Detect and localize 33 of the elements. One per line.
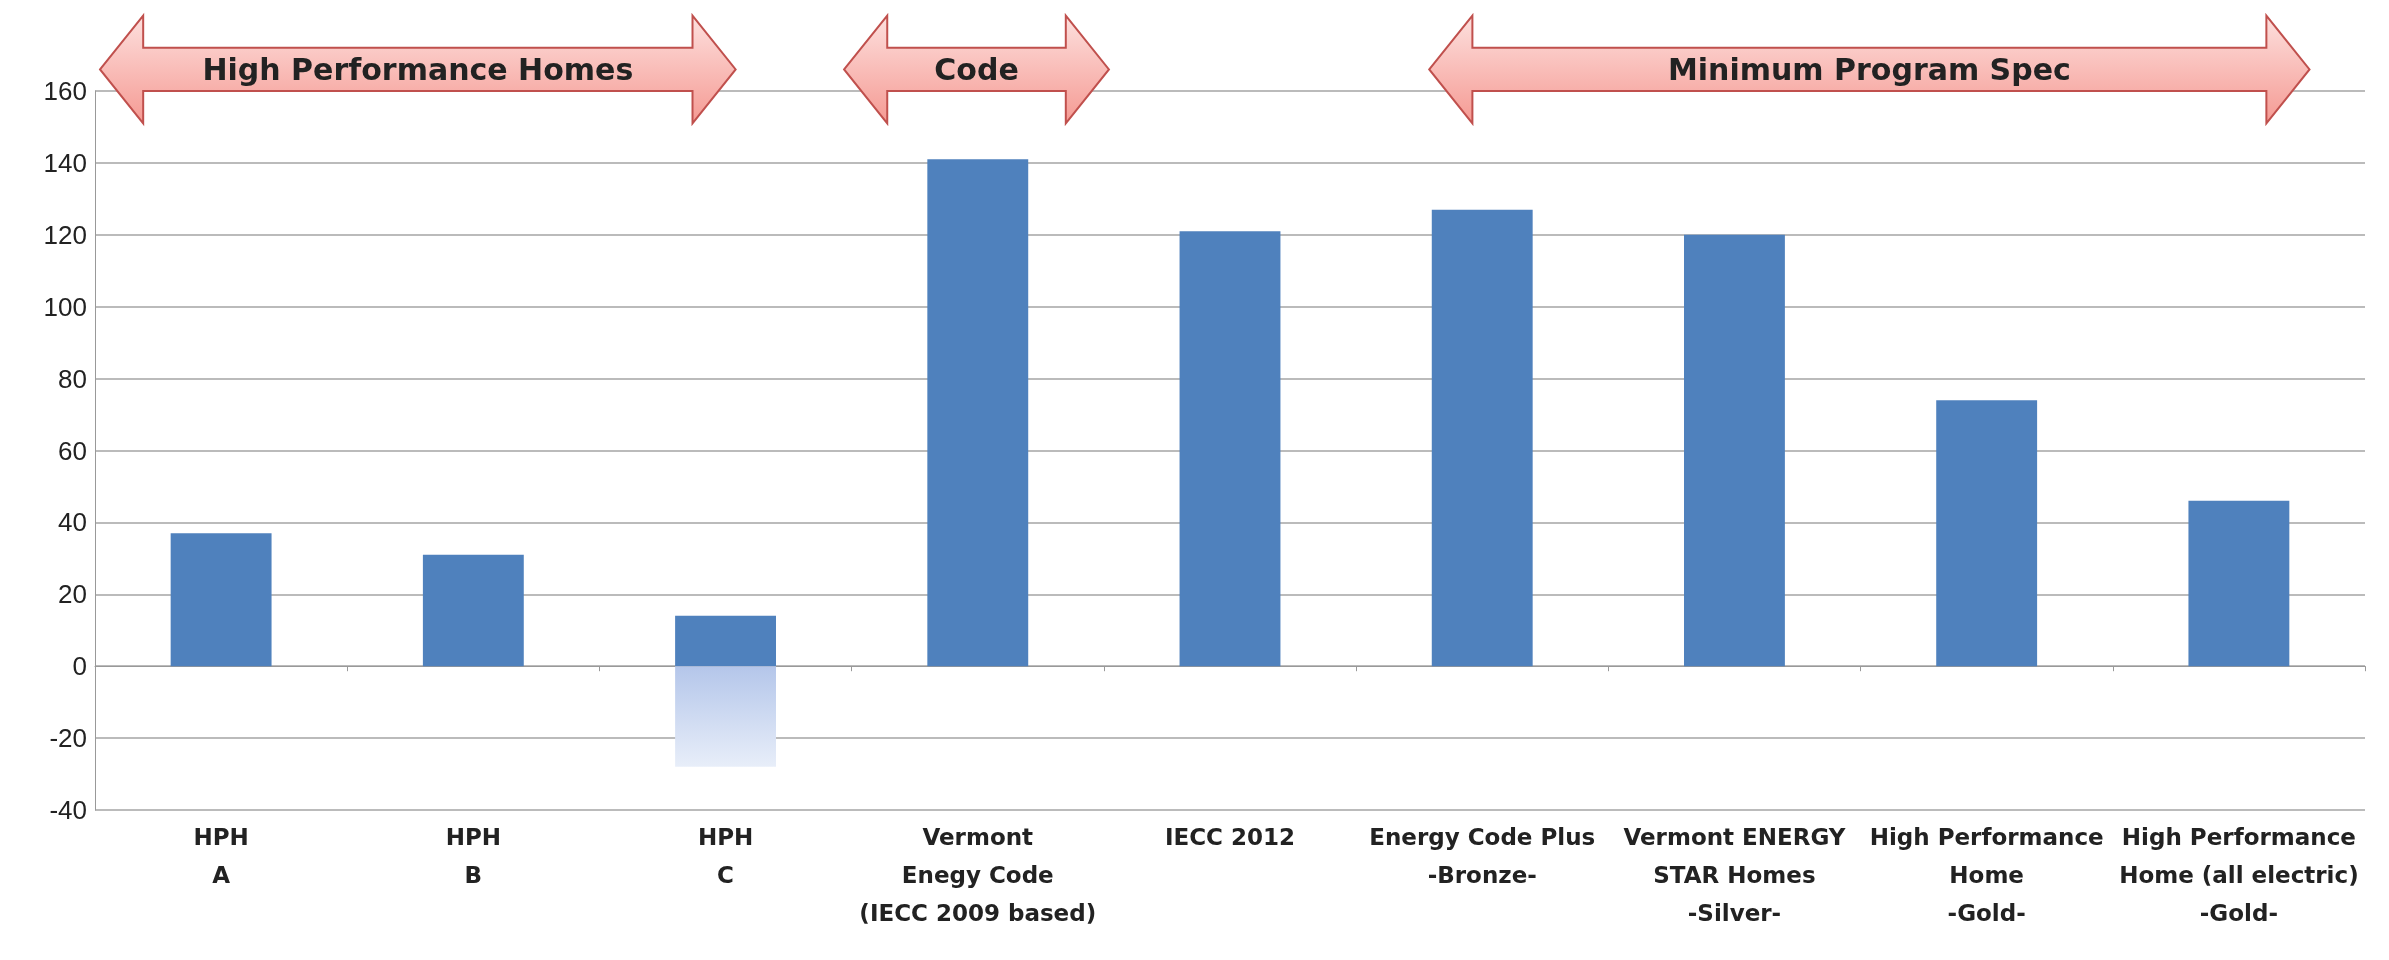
y-tick-label: 80 [58, 363, 87, 394]
text: Code [934, 51, 1019, 87]
bar [2188, 500, 2290, 667]
y-tick-label: 140 [43, 147, 87, 178]
y-tick-label: 60 [58, 435, 87, 466]
x-tick-label: Vermont Enegy Code (IECC 2009 based) [859, 824, 1097, 926]
y-tick-label: 0 [72, 651, 87, 682]
x-tick-label: IECC 2012 [1164, 824, 1296, 850]
bar [1684, 234, 1785, 667]
bar [1431, 209, 1533, 667]
text: Minimum Program Spec [1667, 51, 2071, 87]
x-tick-label: HPH A [193, 824, 249, 888]
bar [675, 666, 776, 767]
x-tick-label: HPH B [445, 824, 502, 888]
y-tick-label: 20 [58, 579, 87, 610]
bar [422, 554, 524, 667]
x-tick-label: Vermont ENERGY STAR Homes -Silver- [1623, 824, 1846, 926]
y-tick-label: 100 [43, 291, 87, 322]
y-tick-label: 120 [43, 219, 87, 250]
bar [927, 159, 1029, 667]
x-tick-label: High Performance Home -Gold- [1869, 824, 2104, 926]
bar [1179, 231, 1281, 667]
text: High Performance Homes [202, 51, 634, 87]
bar [170, 533, 272, 667]
x-tick-label: High Performance Home (all electric) -Gold- [2119, 824, 2359, 926]
y-tick-label: 160 [43, 76, 87, 106]
y-tick-label: 40 [58, 507, 87, 538]
x-tick-label: HPH C [697, 824, 754, 888]
x-tick-label: Energy Code Plus -Bronze- [1369, 824, 1596, 888]
y-tick-label: -20 [49, 723, 87, 754]
bar [675, 615, 776, 667]
y-tick-label: -40 [49, 795, 87, 825]
bar [1936, 400, 2038, 667]
